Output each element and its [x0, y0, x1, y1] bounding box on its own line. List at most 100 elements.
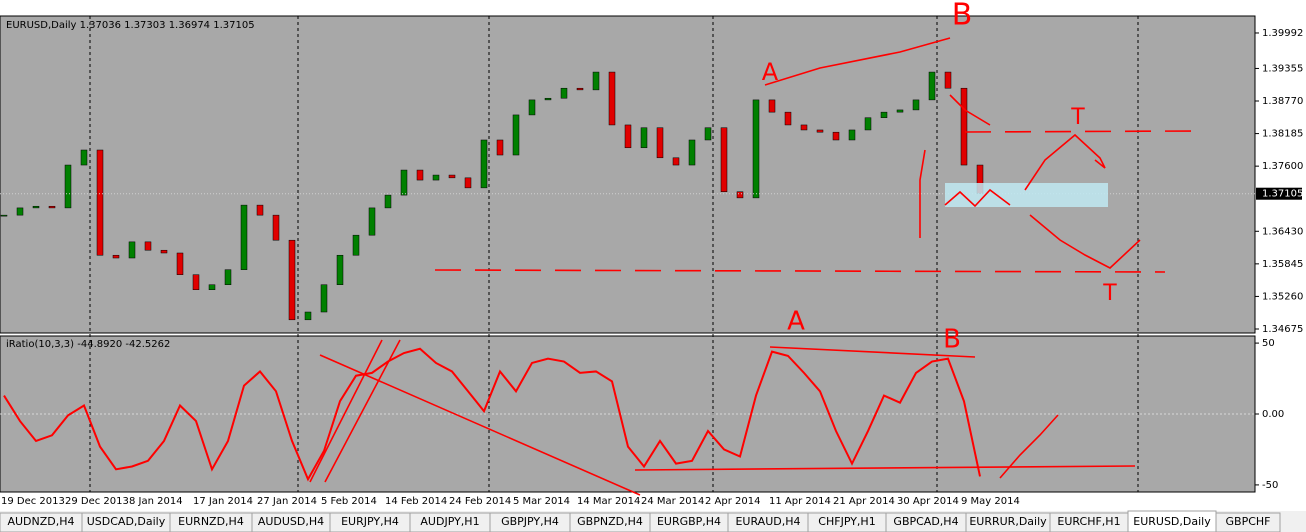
- candle: [768, 99, 776, 113]
- candle: [960, 87, 968, 166]
- candle: [48, 205, 56, 209]
- candle: [272, 214, 280, 241]
- tab-label[interactable]: GBPJPY,H4: [501, 515, 559, 528]
- candle: [640, 127, 648, 149]
- tab-label[interactable]: GBPNZD,H4: [577, 515, 643, 528]
- candle: [528, 99, 536, 116]
- y-tick-label: 1.39355: [1262, 63, 1303, 74]
- x-tick-label: 17 Jan 2014: [193, 496, 253, 507]
- x-tick-label: 11 Apr 2014: [769, 496, 831, 507]
- x-tick-label: 21 Apr 2014: [833, 496, 895, 507]
- candle: [560, 87, 568, 99]
- tab-label[interactable]: EURNZD,H4: [178, 515, 244, 528]
- hand-line: [309, 339, 383, 483]
- candle: [0, 214, 8, 217]
- tab-label[interactable]: GBPCAD,H4: [893, 515, 958, 528]
- candle: [608, 71, 616, 126]
- candle: [32, 205, 40, 209]
- indicator-title: iRatio(10,3,3) -44.8920 -42.5262: [6, 339, 170, 350]
- x-tick-label: 14 Mar 2014: [577, 496, 640, 507]
- y-tick-label: 1.36430: [1262, 226, 1303, 237]
- candle: [400, 169, 408, 196]
- tab-label[interactable]: AUDJPY,H1: [420, 515, 479, 528]
- candle: [496, 139, 504, 156]
- annotation: B: [943, 325, 961, 355]
- hand-line: [764, 37, 951, 86]
- x-tick-label: 24 Feb 2014: [449, 496, 511, 507]
- candle: [688, 139, 696, 166]
- y-tick-label: 1.39992: [1262, 28, 1303, 39]
- tab-label[interactable]: CHFJPY,H1: [818, 515, 875, 528]
- tab-label[interactable]: USDCAD,Daily: [87, 515, 166, 528]
- candle: [448, 174, 456, 179]
- tab-label[interactable]: AUDNZD,H4: [7, 515, 74, 528]
- candle: [224, 269, 232, 285]
- tab-label[interactable]: AUDUSD,H4: [258, 515, 324, 528]
- hand-line: [324, 339, 401, 483]
- candle: [592, 71, 600, 91]
- candle: [256, 204, 264, 216]
- candle: [176, 252, 184, 275]
- candle: [624, 124, 632, 149]
- price-tag-label: 1.37105: [1262, 189, 1303, 200]
- candle: [192, 274, 200, 290]
- x-tick-label: 29 Dec 2013: [65, 496, 129, 507]
- tab-label[interactable]: GBPCHF: [1226, 515, 1271, 528]
- x-tick-label: 14 Feb 2014: [385, 496, 447, 507]
- x-tick-label: 5 Feb 2014: [321, 496, 377, 507]
- candle: [816, 129, 824, 133]
- candle: [704, 127, 712, 141]
- x-tick-label: 2 Apr 2014: [705, 496, 760, 507]
- indicator-line: [3, 347, 981, 482]
- candle: [752, 99, 760, 199]
- candle: [848, 129, 856, 141]
- candle: [672, 157, 680, 166]
- candle: [896, 109, 904, 113]
- tab-label[interactable]: EURGBP,H4: [657, 515, 721, 528]
- candle: [736, 191, 744, 199]
- candle: [720, 127, 728, 193]
- candle: [144, 241, 152, 251]
- hand-line: [1024, 133, 1106, 191]
- price-tag: [1256, 187, 1302, 200]
- candle: [96, 149, 104, 256]
- tab-label[interactable]: EURAUD,H4: [735, 515, 800, 528]
- y-tick-label: 1.35845: [1262, 259, 1303, 270]
- tab-label[interactable]: EURJPY,H4: [341, 515, 399, 528]
- annotation: T: [1102, 281, 1117, 306]
- candle: [320, 284, 328, 313]
- hand-line: [634, 465, 1136, 471]
- hand-line: [919, 149, 926, 238]
- candle: [64, 164, 72, 209]
- candle: [416, 169, 424, 181]
- x-tick-label: 19 Dec 2013: [1, 496, 65, 507]
- candle: [384, 194, 392, 209]
- candle: [352, 234, 360, 256]
- tab[interactable]: [1215, 512, 1281, 532]
- candle: [432, 174, 440, 181]
- annotation: A: [787, 307, 805, 337]
- candle: [80, 149, 88, 166]
- candle: [160, 249, 168, 254]
- candle: [656, 127, 664, 159]
- candle: [128, 241, 136, 259]
- candle: [112, 254, 120, 259]
- hand-line: [1029, 214, 1141, 269]
- y-tick-label: -50: [1262, 480, 1278, 491]
- y-tick-label: 1.35260: [1262, 291, 1303, 302]
- tab-label[interactable]: EURUSD,Daily: [1133, 515, 1211, 528]
- chart-symbol: EURUSD,Daily 1.37036 1.37303 1.36974 1.3…: [6, 20, 255, 31]
- y-tick-label: 1.38185: [1262, 129, 1303, 140]
- y-tick-label: 1.37600: [1262, 161, 1303, 172]
- candle: [240, 204, 248, 270]
- candle: [304, 311, 312, 321]
- y-tick-label: 1.38770: [1262, 96, 1303, 107]
- hand-line: [999, 414, 1059, 479]
- candle: [864, 117, 872, 131]
- candle: [912, 99, 920, 111]
- tab-label[interactable]: EURRUR,Daily: [969, 515, 1047, 528]
- tab-label[interactable]: EURCHF,H1: [1057, 515, 1120, 528]
- x-tick-label: 9 May 2014: [961, 496, 1020, 507]
- hand-line: [769, 346, 976, 358]
- hand-drawing: [309, 37, 1196, 496]
